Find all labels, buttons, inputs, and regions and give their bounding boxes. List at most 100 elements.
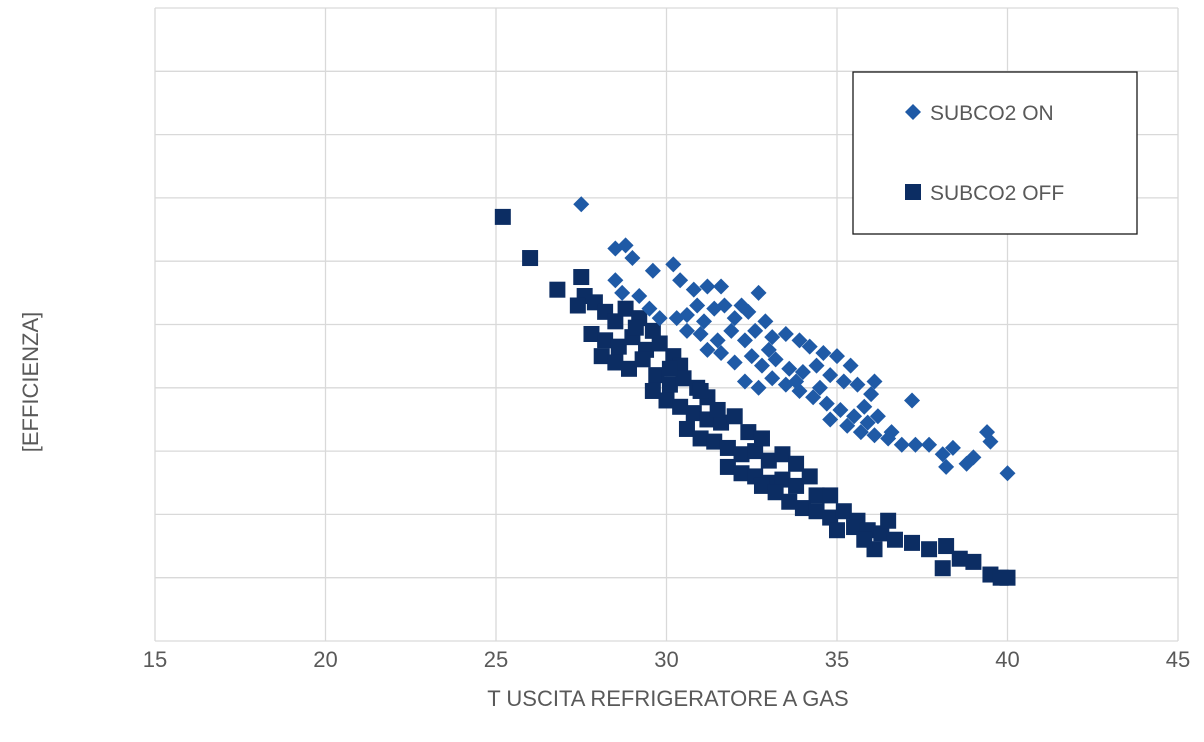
point-subco2-off	[846, 519, 863, 536]
point-subco2-on	[842, 357, 859, 374]
x-tick-label: 40	[995, 647, 1019, 672]
point-subco2-off	[829, 522, 845, 539]
point-subco2-off	[522, 250, 539, 267]
point-subco2-off	[781, 493, 798, 510]
legend-box	[852, 71, 1138, 235]
point-subco2-off	[607, 354, 624, 371]
point-subco2-off	[573, 269, 590, 286]
point-subco2-off	[753, 430, 770, 447]
point-subco2-on	[709, 332, 726, 349]
point-subco2-on	[982, 433, 999, 450]
point-subco2-off	[808, 487, 825, 504]
point-subco2-off	[801, 468, 818, 485]
point-subco2-on	[863, 386, 880, 403]
point-subco2-off	[706, 433, 723, 450]
point-subco2-on	[921, 436, 938, 453]
point-subco2-on	[815, 344, 832, 361]
point-subco2-off	[719, 458, 736, 475]
point-subco2-off	[951, 550, 968, 567]
point-subco2-off	[965, 553, 982, 570]
point-subco2-off	[822, 487, 839, 504]
point-subco2-on	[631, 288, 648, 305]
point-subco2-off	[672, 398, 689, 415]
point-subco2-on	[829, 348, 845, 365]
point-subco2-on	[747, 322, 764, 339]
point-subco2-on	[750, 379, 767, 396]
point-subco2-on	[938, 458, 955, 475]
point-subco2-on	[743, 348, 760, 365]
point-subco2-on	[818, 395, 835, 412]
point-subco2-on	[880, 430, 897, 447]
point-subco2-on	[624, 250, 641, 267]
point-subco2-off	[733, 446, 750, 463]
x-tick-label: 45	[1166, 647, 1190, 672]
point-subco2-on	[856, 398, 873, 415]
point-subco2-on	[999, 465, 1016, 482]
point-subco2-off	[661, 360, 678, 377]
point-subco2-on	[965, 449, 982, 466]
point-subco2-off	[627, 319, 644, 336]
x-tick-label: 25	[484, 647, 508, 672]
point-subco2-on	[805, 389, 822, 406]
point-subco2-on	[723, 322, 740, 339]
point-subco2-off	[747, 443, 764, 460]
point-subco2-off	[675, 370, 692, 387]
point-subco2-on	[644, 262, 661, 279]
point-subco2-on	[573, 196, 590, 213]
point-subco2-on	[614, 284, 631, 301]
point-subco2-off	[644, 322, 661, 339]
legend-label-off: SUBCO2 OFF	[930, 182, 1064, 205]
point-subco2-on	[811, 379, 828, 396]
x-axis-ticks: 15 20 25 30 35 40 45	[143, 647, 1190, 672]
point-subco2-on	[753, 357, 770, 374]
point-subco2-off	[713, 414, 730, 431]
point-subco2-off	[569, 297, 586, 314]
point-subco2-on	[866, 427, 883, 444]
point-subco2-on	[678, 307, 695, 324]
point-subco2-on	[651, 310, 668, 327]
point-subco2-on	[907, 436, 924, 453]
point-subco2-off	[648, 367, 665, 384]
point-subco2-on	[767, 351, 784, 368]
point-subco2-on	[617, 237, 634, 254]
point-subco2-on	[760, 341, 777, 358]
point-subco2-off	[788, 477, 805, 494]
point-subco2-on	[852, 424, 869, 441]
point-subco2-on	[801, 338, 818, 355]
point-subco2-off	[733, 465, 750, 482]
point-subco2-off	[921, 541, 938, 558]
point-subco2-off	[886, 531, 903, 548]
point-subco2-off	[607, 313, 624, 330]
point-subco2-off	[873, 525, 890, 542]
point-subco2-off	[753, 477, 770, 494]
point-subco2-on	[791, 332, 808, 349]
point-subco2-off	[610, 338, 627, 355]
point-subco2-on	[713, 344, 730, 361]
point-subco2-off	[788, 455, 805, 472]
point-subco2-on	[641, 300, 658, 317]
point-subco2-off	[620, 360, 637, 377]
point-subco2-on	[713, 278, 730, 295]
point-subco2-on	[678, 322, 695, 339]
point-subco2-off	[719, 439, 736, 456]
point-subco2-on	[839, 417, 856, 434]
x-axis-title: T USCITA REFRIGERATORE A GAS	[487, 686, 848, 711]
point-subco2-on	[822, 411, 839, 428]
point-subco2-off	[583, 325, 600, 342]
point-subco2-on	[699, 278, 716, 295]
point-subco2-on	[764, 370, 781, 387]
point-subco2-on	[893, 436, 910, 453]
point-subco2-on	[866, 373, 883, 390]
point-subco2-on	[808, 357, 825, 374]
point-subco2-on	[740, 303, 757, 320]
y-axis-title: [EFFICIENZA]	[18, 312, 43, 453]
point-subco2-off	[808, 503, 825, 520]
x-tick-label: 30	[654, 647, 678, 672]
point-subco2-on	[685, 281, 702, 298]
point-subco2-on	[757, 313, 774, 330]
x-tick-label: 20	[313, 647, 337, 672]
point-subco2-on	[665, 256, 682, 273]
point-subco2-on	[944, 439, 961, 456]
data-points	[494, 196, 1016, 586]
